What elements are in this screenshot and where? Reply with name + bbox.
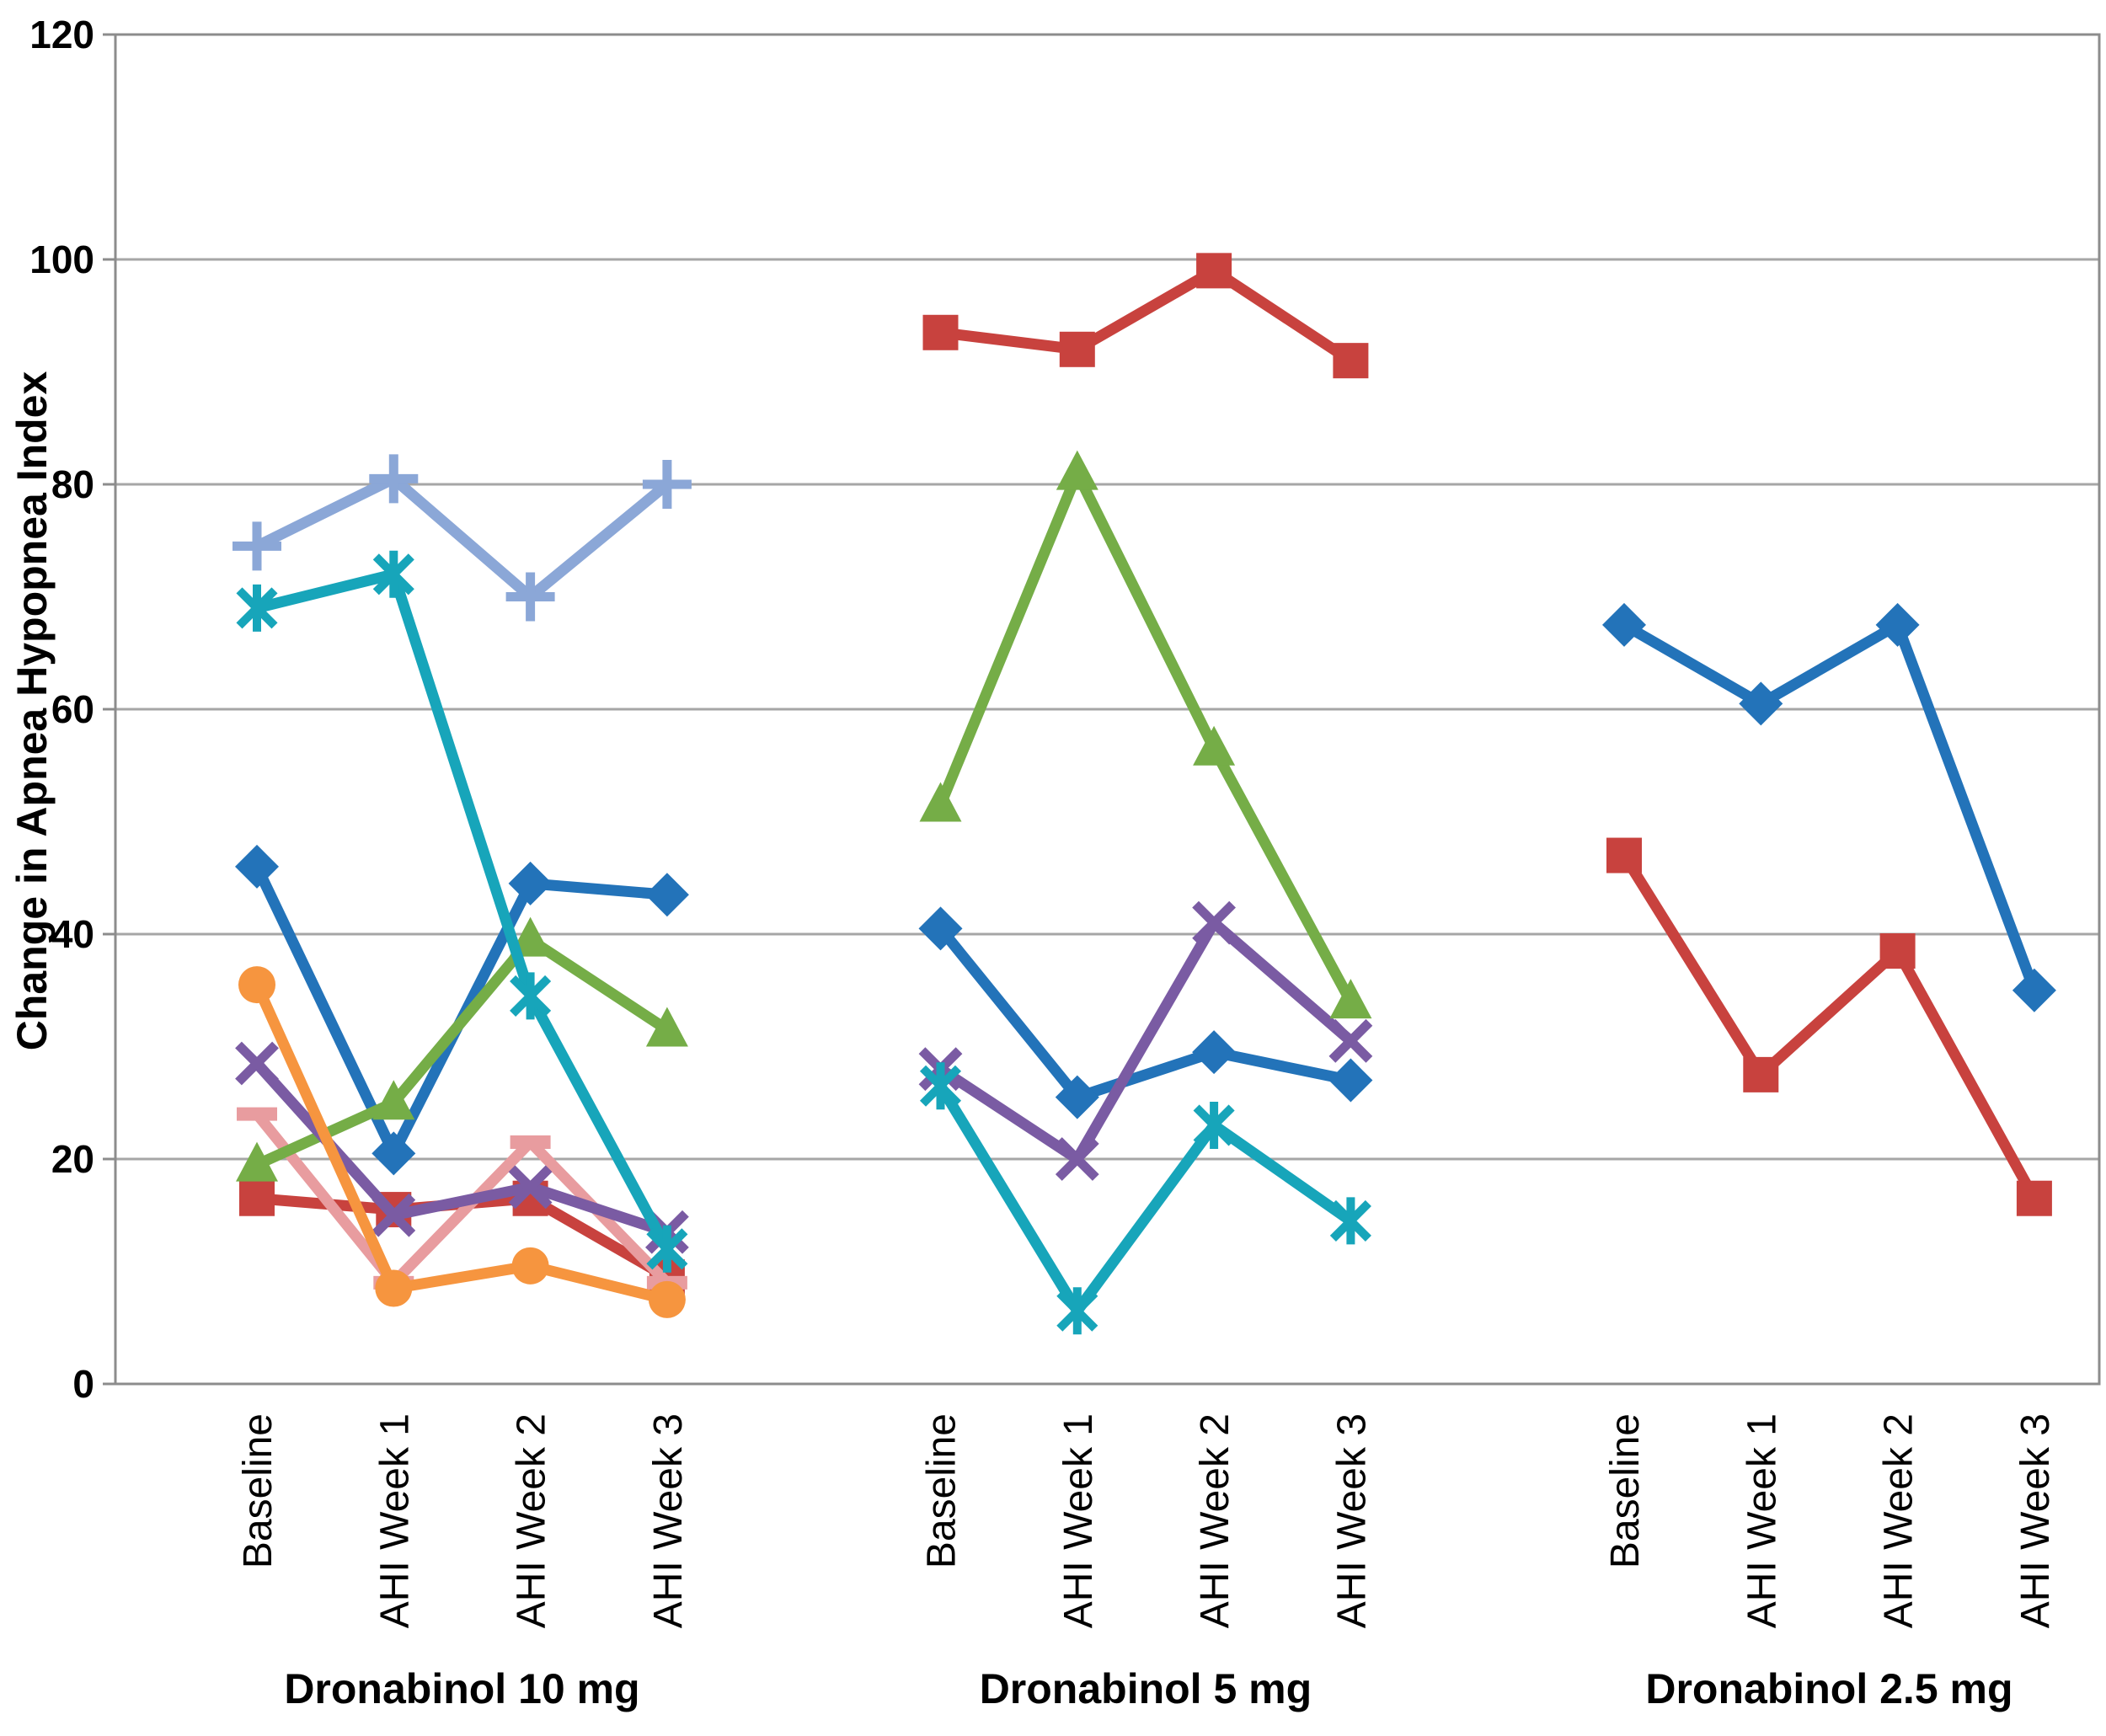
series-line (935, 467, 1356, 1005)
plus-marker (369, 454, 419, 504)
star-marker (510, 972, 552, 1020)
triangle-marker (372, 1080, 415, 1120)
x-axis-category-label: AHI Week 1 (372, 1413, 417, 1628)
x-axis-category-label: AHI Week 3 (2013, 1413, 2058, 1628)
y-axis-tick-label: 60 (51, 687, 94, 731)
diamond-marker (371, 1131, 416, 1176)
series-line (936, 925, 1352, 1103)
diamond-marker (235, 844, 279, 889)
series-line (937, 917, 1355, 1165)
x-axis-category-label: Baseline (920, 1413, 965, 1568)
diamond-marker (1875, 602, 1920, 647)
triangle-marker (1193, 725, 1236, 766)
triangle-marker (1329, 979, 1372, 1019)
group-label: Dronabinol 2.5 mg (1645, 1665, 2012, 1712)
x-axis-category-label: AHI Week 3 (646, 1413, 691, 1628)
star-marker (236, 584, 278, 632)
star-marker (1056, 1287, 1098, 1335)
x-axis-category-label: AHI Week 3 (1329, 1413, 1374, 1628)
plus-marker (505, 572, 555, 622)
diamond-marker (1328, 1058, 1373, 1103)
y-axis-tick-label: 100 (29, 238, 94, 281)
series-line (939, 264, 1354, 366)
circle-marker (511, 1247, 549, 1285)
diamond-marker (1055, 1075, 1099, 1119)
y-axis-tick-label: 40 (51, 912, 94, 956)
square-marker (1059, 331, 1095, 367)
x-axis-category-label: Baseline (1603, 1413, 1648, 1568)
dash-marker (237, 1107, 277, 1121)
plus-marker (642, 460, 692, 509)
circle-marker (238, 966, 275, 1004)
y-axis-tick-label: 0 (72, 1362, 94, 1406)
x-axis-category-label: AHI Week 1 (1740, 1413, 1784, 1628)
x-axis-category-label: AHI Week 2 (510, 1413, 554, 1628)
x-marker (1328, 1018, 1373, 1063)
dash-marker (510, 1135, 551, 1149)
x-marker (1192, 900, 1236, 945)
square-marker (2016, 1180, 2052, 1216)
square-marker (1743, 1056, 1779, 1092)
square-marker (239, 1180, 275, 1216)
triangle-marker (236, 1141, 278, 1182)
diamond-marker (1739, 681, 1783, 726)
diamond-marker (508, 861, 553, 905)
x-axis-category-label: AHI Week 2 (1877, 1413, 1922, 1628)
triangle-marker (919, 782, 962, 822)
plus-marker (233, 521, 281, 571)
star-marker (1193, 1101, 1235, 1149)
triangle-marker (645, 1007, 688, 1047)
square-marker (1879, 933, 1916, 969)
series-line (1619, 852, 2039, 1201)
y-axis-tick-label: 120 (29, 13, 94, 56)
series-line (1621, 619, 2039, 993)
square-marker (922, 314, 959, 350)
circle-marker (375, 1269, 413, 1307)
star-marker (919, 1062, 962, 1110)
x-marker (371, 1193, 416, 1237)
group-label: Dronabinol 10 mg (284, 1665, 639, 1712)
series-line (252, 982, 669, 1306)
x-axis-category-label: AHI Week 1 (1056, 1413, 1101, 1628)
x-marker (235, 1041, 279, 1086)
star-marker (646, 1225, 688, 1273)
series-line (254, 473, 671, 602)
series-line (935, 1082, 1355, 1317)
star-marker (1329, 1197, 1371, 1245)
x-axis-category-label: AHI Week 2 (1193, 1413, 1237, 1628)
plot-border (114, 33, 2101, 1386)
diamond-marker (2012, 968, 2056, 1012)
y-axis-title: Change in Apnea Hypopnea Index (8, 371, 56, 1051)
square-marker (1196, 253, 1232, 289)
group-label: Dronabinol 5 mg (980, 1665, 1312, 1712)
triangle-marker (1056, 450, 1098, 490)
x-marker (1055, 1137, 1099, 1181)
y-axis-tick-label: 80 (51, 462, 94, 506)
square-marker (1606, 837, 1642, 873)
star-marker (372, 550, 414, 598)
x-axis-category-label: Baseline (236, 1413, 281, 1568)
series-line (255, 569, 672, 1252)
diamond-marker (644, 873, 689, 917)
diamond-marker (1192, 1030, 1237, 1075)
diamond-marker (1602, 602, 1646, 647)
circle-marker (648, 1280, 686, 1318)
square-marker (1333, 343, 1369, 379)
diamond-marker (918, 906, 963, 951)
x-marker (508, 1165, 553, 1210)
y-axis-tick-label: 20 (51, 1137, 94, 1181)
